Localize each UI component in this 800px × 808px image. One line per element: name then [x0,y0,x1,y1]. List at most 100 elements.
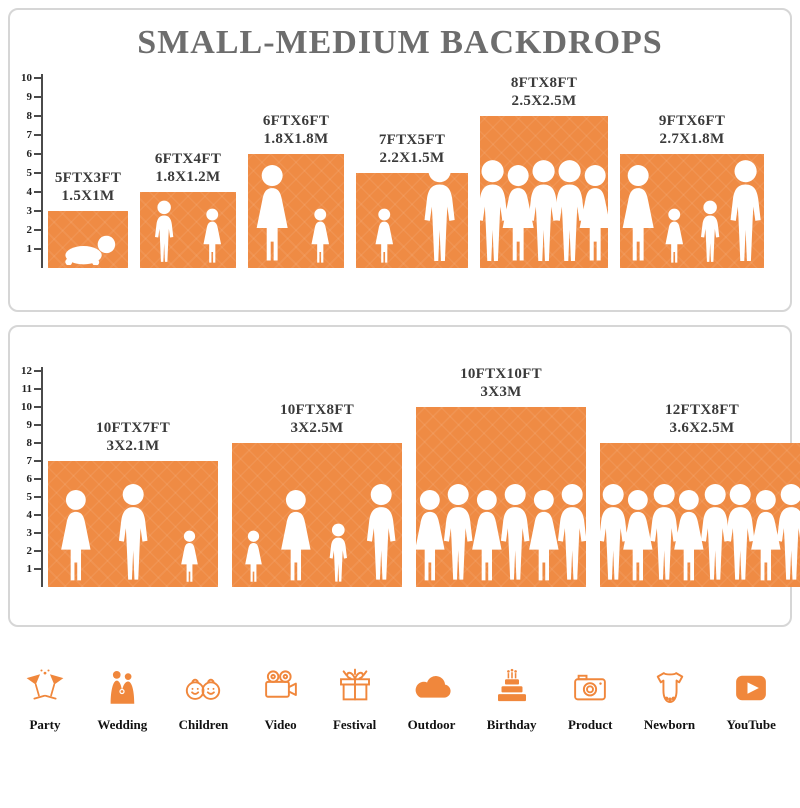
wedding-couple-icon [101,667,143,709]
person-silhouette-adult [776,484,800,580]
size-ft: 10FTX7FT [95,419,171,436]
birthday-cake-icon [491,667,533,709]
person-silhouette-girl [244,530,262,582]
person-silhouette-adult [600,484,628,580]
backdrop-bar-group: 10FTX7FT 3X2.1M [48,419,218,587]
person-silhouette-woman [472,489,502,581]
ruler-number: 7 [26,129,33,141]
person-silhouette-girl [665,208,683,263]
ruler-number: 9 [26,91,33,103]
category-item-youtube: YouTube [727,667,776,733]
ruler-tick [34,115,43,117]
ruler-tick [34,388,43,390]
category-item-video: Video [260,667,302,733]
category-label: Party [29,717,61,732]
size-m: 1.5X1M [61,188,115,205]
size-m: 3X2.1M [106,438,160,455]
ruler-number: 8 [26,437,33,449]
person-silhouette-baby [65,235,116,265]
person-silhouette-woman [502,165,534,261]
size-m: 2.7X1.8M [659,131,725,148]
party-glasses-icon [24,667,66,709]
backdrop-bar [48,211,128,268]
person-silhouette-adult [528,159,560,261]
ruler-number: 4 [26,186,33,198]
backdrop-size-label: 5FTX3FT 1.5X1M [55,169,121,207]
size-ft: 8FTX8FT [510,74,578,91]
ruler-number: 6 [26,473,33,485]
backdrop-bars-bottom: 10FTX7FT 3X2.1M 10FTX8FT 3X2.5M 10FTX10FT 3X3… [48,365,800,587]
category-item-party: Party [24,667,66,733]
backdrop-bar [416,407,586,587]
category-item-children: Children [178,667,229,733]
backdrop-size-label: 9FTX6FT 2.7X1.8M [659,112,725,150]
category-label: Birthday [486,717,537,732]
size-m: 2.2X1.5M [379,150,445,167]
youtube-play-icon [730,667,772,709]
person-silhouette-boy [700,201,720,263]
size-ft: 10FTX8FT [279,401,355,418]
person-silhouette-woman [256,165,288,261]
person-silhouette-boy [154,201,174,263]
ruler-tick [34,406,43,408]
person-silhouette-boy [329,523,347,582]
ruler-tick [34,550,43,552]
category-label: Children [178,717,229,732]
backdrop-size-label: 8FTX8FT 2.5X2.5M [511,74,577,112]
backdrop-bar [480,116,608,268]
person-silhouette-adult [554,159,585,261]
backdrop-bar [232,443,402,587]
backdrop-size-label: 10FTX8FT 3X2.5M [280,401,354,439]
backdrop-size-label: 6FTX4FT 1.8X1.2M [155,150,221,188]
small-medium-panel: SMALL-MEDIUM BACKDROPS 1 2 3 4 5 6 7 8 9 10 5FTX3… [8,8,792,312]
backdrop-bar [620,154,764,268]
ruler-number: 5 [26,167,33,179]
person-silhouette-woman [281,489,311,581]
person-silhouette-woman [61,489,92,581]
size-m: 3.6X2.5M [669,420,735,437]
backdrop-bar-group: 7FTX5FT 2.2X1.5M [356,131,468,268]
person-silhouette-woman [528,489,559,581]
ruler-tick [34,514,43,516]
backdrop-size-infographic: SMALL-MEDIUM BACKDROPS 1 2 3 4 5 6 7 8 9 10 5FTX3… [0,8,800,733]
person-silhouette-woman [623,489,653,581]
ruler-tick [34,568,43,570]
ruler-number: 5 [26,491,33,503]
ruler-number: 11 [21,383,32,395]
category-label: Wedding [97,717,148,732]
ruler-tick [34,96,43,98]
ruler-line [41,74,43,268]
size-ft: 5FTX3FT [54,169,122,186]
backdrop-size-label: 12FTX8FT 3.6X2.5M [665,401,739,439]
category-row: Party Wedding Children Video Festival Out… [0,627,800,733]
person-silhouette-adult [480,159,508,261]
video-camera-icon [260,667,302,709]
medium-panel: 1 2 3 4 5 6 7 8 9 10 11 12 10FTX7FT 3X2.1M 10FTX8FT 3X… [8,325,800,627]
ruler-tick [34,424,43,426]
backdrop-bar-group: 12FTX8FT 3.6X2.5M [600,401,800,587]
ruler-tick [34,442,43,444]
backdrop-size-label: 10FTX10FT 3X3M [460,365,542,403]
person-silhouette-woman [416,489,445,581]
person-silhouette-adult [424,173,456,261]
backdrop-bar-group: 9FTX6FT 2.7X1.8M [620,112,764,268]
backdrop-bars-top: 5FTX3FT 1.5X1M 6FTX4FT 1.8X1.2M 6FTX6FT 1.8X1… [48,74,764,268]
ruler-number: 8 [26,110,33,122]
festival-gift-icon [334,667,376,709]
category-item-newborn: Newborn [644,667,695,733]
size-m: 1.8X1.8M [263,131,329,148]
person-silhouette-woman [622,165,654,261]
ruler-tick [34,210,43,212]
person-silhouette-woman [579,165,608,261]
category-label: YouTube [726,717,776,732]
person-silhouette-adult [500,484,530,580]
person-silhouette-adult [118,484,148,580]
size-ft: 10FTX10FT [460,365,542,382]
size-ft: 6FTX6FT [262,112,330,129]
backdrop-bar-group: 6FTX4FT 1.8X1.2M [140,150,236,268]
size-m: 3X3M [480,384,522,401]
ruler-tick [34,134,43,136]
backdrop-size-label: 6FTX6FT 1.8X1.8M [263,112,329,150]
size-ft: 7FTX5FT [378,131,446,148]
backdrop-bar-group: 10FTX8FT 3X2.5M [232,401,402,587]
